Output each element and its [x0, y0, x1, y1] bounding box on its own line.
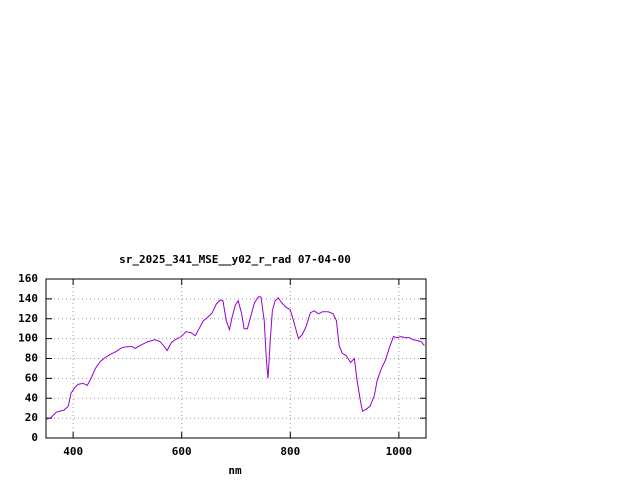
y-tick-label: 60: [25, 371, 38, 384]
y-tick-label: 0: [31, 431, 38, 444]
y-tick-label: 140: [18, 292, 38, 305]
chart-title: sr_2025_341_MSE__y02_r_rad 07-04-00: [119, 253, 351, 266]
plot-border: [45, 278, 427, 439]
x-tick-label: 1000: [386, 445, 413, 458]
y-tick-label: 20: [25, 411, 38, 424]
y-tick-label: 120: [18, 312, 38, 325]
data-line: [45, 296, 425, 420]
y-tick-label: 80: [25, 352, 38, 365]
x-axis-label: nm: [228, 464, 242, 477]
x-tick-label: 600: [172, 445, 192, 458]
y-tick-label: 160: [18, 272, 38, 285]
x-tick-label: 400: [63, 445, 83, 458]
y-tick-label: 40: [25, 391, 38, 404]
y-tick-label: 100: [18, 332, 38, 345]
x-tick-label: 800: [280, 445, 300, 458]
